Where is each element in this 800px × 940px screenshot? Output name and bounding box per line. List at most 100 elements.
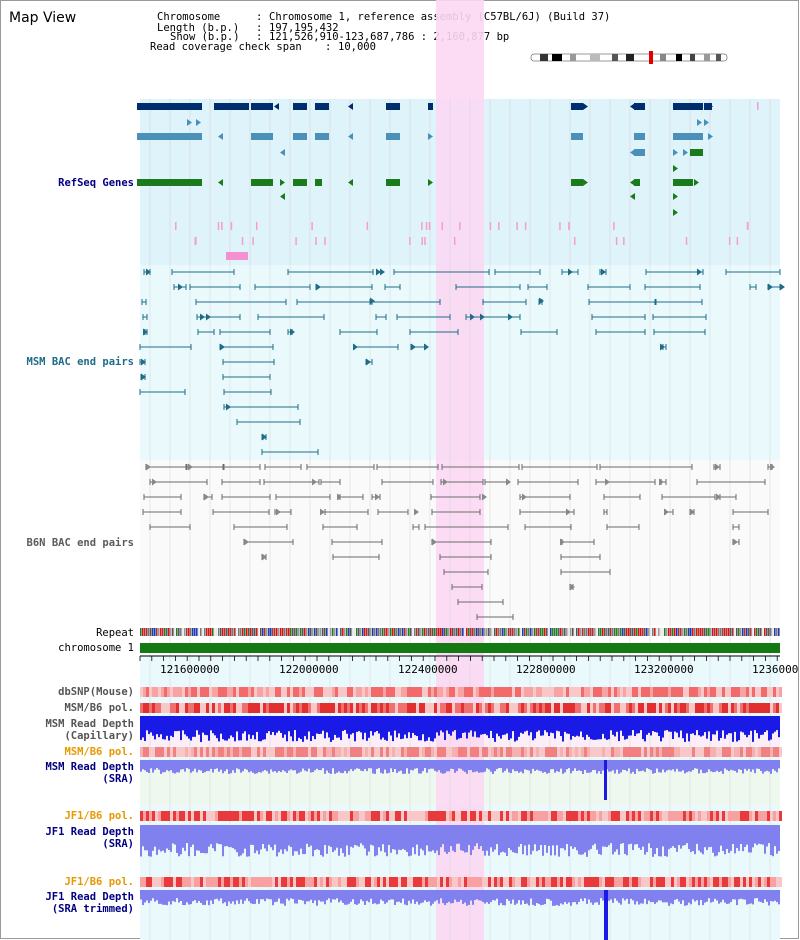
jf1-b6-pol2-label[interactable]: JF1/B6 pol. xyxy=(64,876,134,888)
depth-bar xyxy=(638,760,640,772)
depth-bar xyxy=(512,890,514,900)
heat-cell xyxy=(539,687,542,697)
heat-cell xyxy=(599,747,602,757)
heat-cell xyxy=(293,687,296,697)
depth-bar xyxy=(590,716,592,740)
depth-bar xyxy=(742,760,744,774)
jf1-depth-sra-label-1[interactable]: JF1 Read Depth xyxy=(45,826,134,838)
repeat-element xyxy=(210,628,212,636)
repeat-element xyxy=(260,628,262,636)
jf1-depth-trim-label-1[interactable]: JF1 Read Depth xyxy=(45,891,134,903)
heat-cell xyxy=(461,687,464,697)
depth-bar xyxy=(472,716,474,737)
depth-bar xyxy=(226,890,228,906)
repeat-element xyxy=(534,628,536,636)
heat-cell xyxy=(443,811,446,821)
heat-cell xyxy=(455,877,458,887)
depth-bar xyxy=(566,825,568,845)
heat-cell xyxy=(272,703,275,713)
depth-bar xyxy=(392,825,394,850)
heat-cell xyxy=(743,703,746,713)
gene-arrow xyxy=(697,268,702,276)
heat-cell xyxy=(683,877,686,887)
heat-cell xyxy=(407,703,410,713)
heat-cell xyxy=(605,687,608,697)
heat-cell xyxy=(350,703,353,713)
depth-bar xyxy=(372,890,374,904)
repeat-element xyxy=(150,628,152,636)
heat-cell xyxy=(494,687,497,697)
ideogram-position-marker xyxy=(649,51,653,64)
heat-cell xyxy=(542,811,545,821)
jf1-b6-pol-label[interactable]: JF1/B6 pol. xyxy=(64,810,134,822)
heat-cell xyxy=(437,703,440,713)
depth-bar xyxy=(494,716,496,742)
depth-bar xyxy=(616,825,618,850)
depth-bar xyxy=(612,890,614,903)
repeat-element xyxy=(392,628,394,636)
gene-feature xyxy=(571,179,583,186)
heat-cell xyxy=(758,703,761,713)
msm-b6-pol2-label[interactable]: MSM/B6 pol. xyxy=(64,746,134,758)
depth-bar xyxy=(518,890,520,901)
repeat-element xyxy=(726,628,728,636)
heat-cell xyxy=(695,703,698,713)
depth-bar xyxy=(256,890,258,900)
msm-depth-cap-label-1[interactable]: MSM Read Depth xyxy=(45,718,134,730)
depth-bar xyxy=(290,890,292,899)
heat-cell xyxy=(383,747,386,757)
b6n-bac-label[interactable]: B6N BAC end pairs xyxy=(26,537,134,549)
heat-cell xyxy=(560,877,563,887)
heat-cell xyxy=(515,811,518,821)
heat-cell xyxy=(677,811,680,821)
depth-bar xyxy=(520,760,522,772)
depth-bar xyxy=(140,825,142,857)
depth-bar xyxy=(632,760,634,772)
heat-cell xyxy=(491,687,494,697)
depth-bar xyxy=(746,716,748,738)
depth-bar xyxy=(314,825,316,851)
depth-bar xyxy=(696,716,698,731)
depth-bar xyxy=(160,890,162,904)
depth-bar xyxy=(658,760,660,773)
gene-tick xyxy=(613,222,615,230)
msm-b6-pol-label[interactable]: MSM/B6 pol. xyxy=(64,702,134,714)
repeat-element xyxy=(582,628,584,636)
repeat-element xyxy=(204,628,206,636)
repeat-element xyxy=(764,628,766,636)
heat-cell xyxy=(548,747,551,757)
heat-cell xyxy=(182,877,185,887)
repeat-element xyxy=(148,628,150,636)
heat-cell xyxy=(251,687,254,697)
depth-bar xyxy=(664,760,666,773)
depth-bar xyxy=(238,825,240,857)
msm-depth-sra-label-1[interactable]: MSM Read Depth xyxy=(45,761,134,773)
jf1-depth-trim-label-2: (SRA trimmed) xyxy=(51,903,134,915)
repeat-element xyxy=(520,628,522,636)
heat-cell xyxy=(263,811,266,821)
repeat-element xyxy=(718,628,720,636)
depth-bar xyxy=(342,825,344,854)
depth-bar xyxy=(388,716,390,732)
heat-cell xyxy=(710,747,713,757)
heat-cell xyxy=(590,811,593,821)
heat-cell xyxy=(278,811,281,821)
depth-bar xyxy=(702,825,704,855)
depth-bar xyxy=(322,760,324,769)
heat-cell xyxy=(350,687,353,697)
depth-bar xyxy=(568,825,570,857)
heat-cell xyxy=(371,877,374,887)
heat-cell xyxy=(497,747,500,757)
depth-bar xyxy=(480,890,482,901)
msm-bac-label[interactable]: MSM BAC end pairs xyxy=(26,356,134,368)
dbsnp-label[interactable]: dbSNP(Mouse) xyxy=(58,686,134,698)
heat-cell xyxy=(425,687,428,697)
heat-cell xyxy=(353,811,356,821)
refseq-genes-label[interactable]: RefSeq Genes xyxy=(58,177,134,189)
repeat-element xyxy=(506,628,508,636)
gene-arrow xyxy=(630,193,635,200)
depth-bar xyxy=(658,825,660,857)
depth-bar xyxy=(588,825,590,851)
gene-arrow xyxy=(470,313,475,321)
